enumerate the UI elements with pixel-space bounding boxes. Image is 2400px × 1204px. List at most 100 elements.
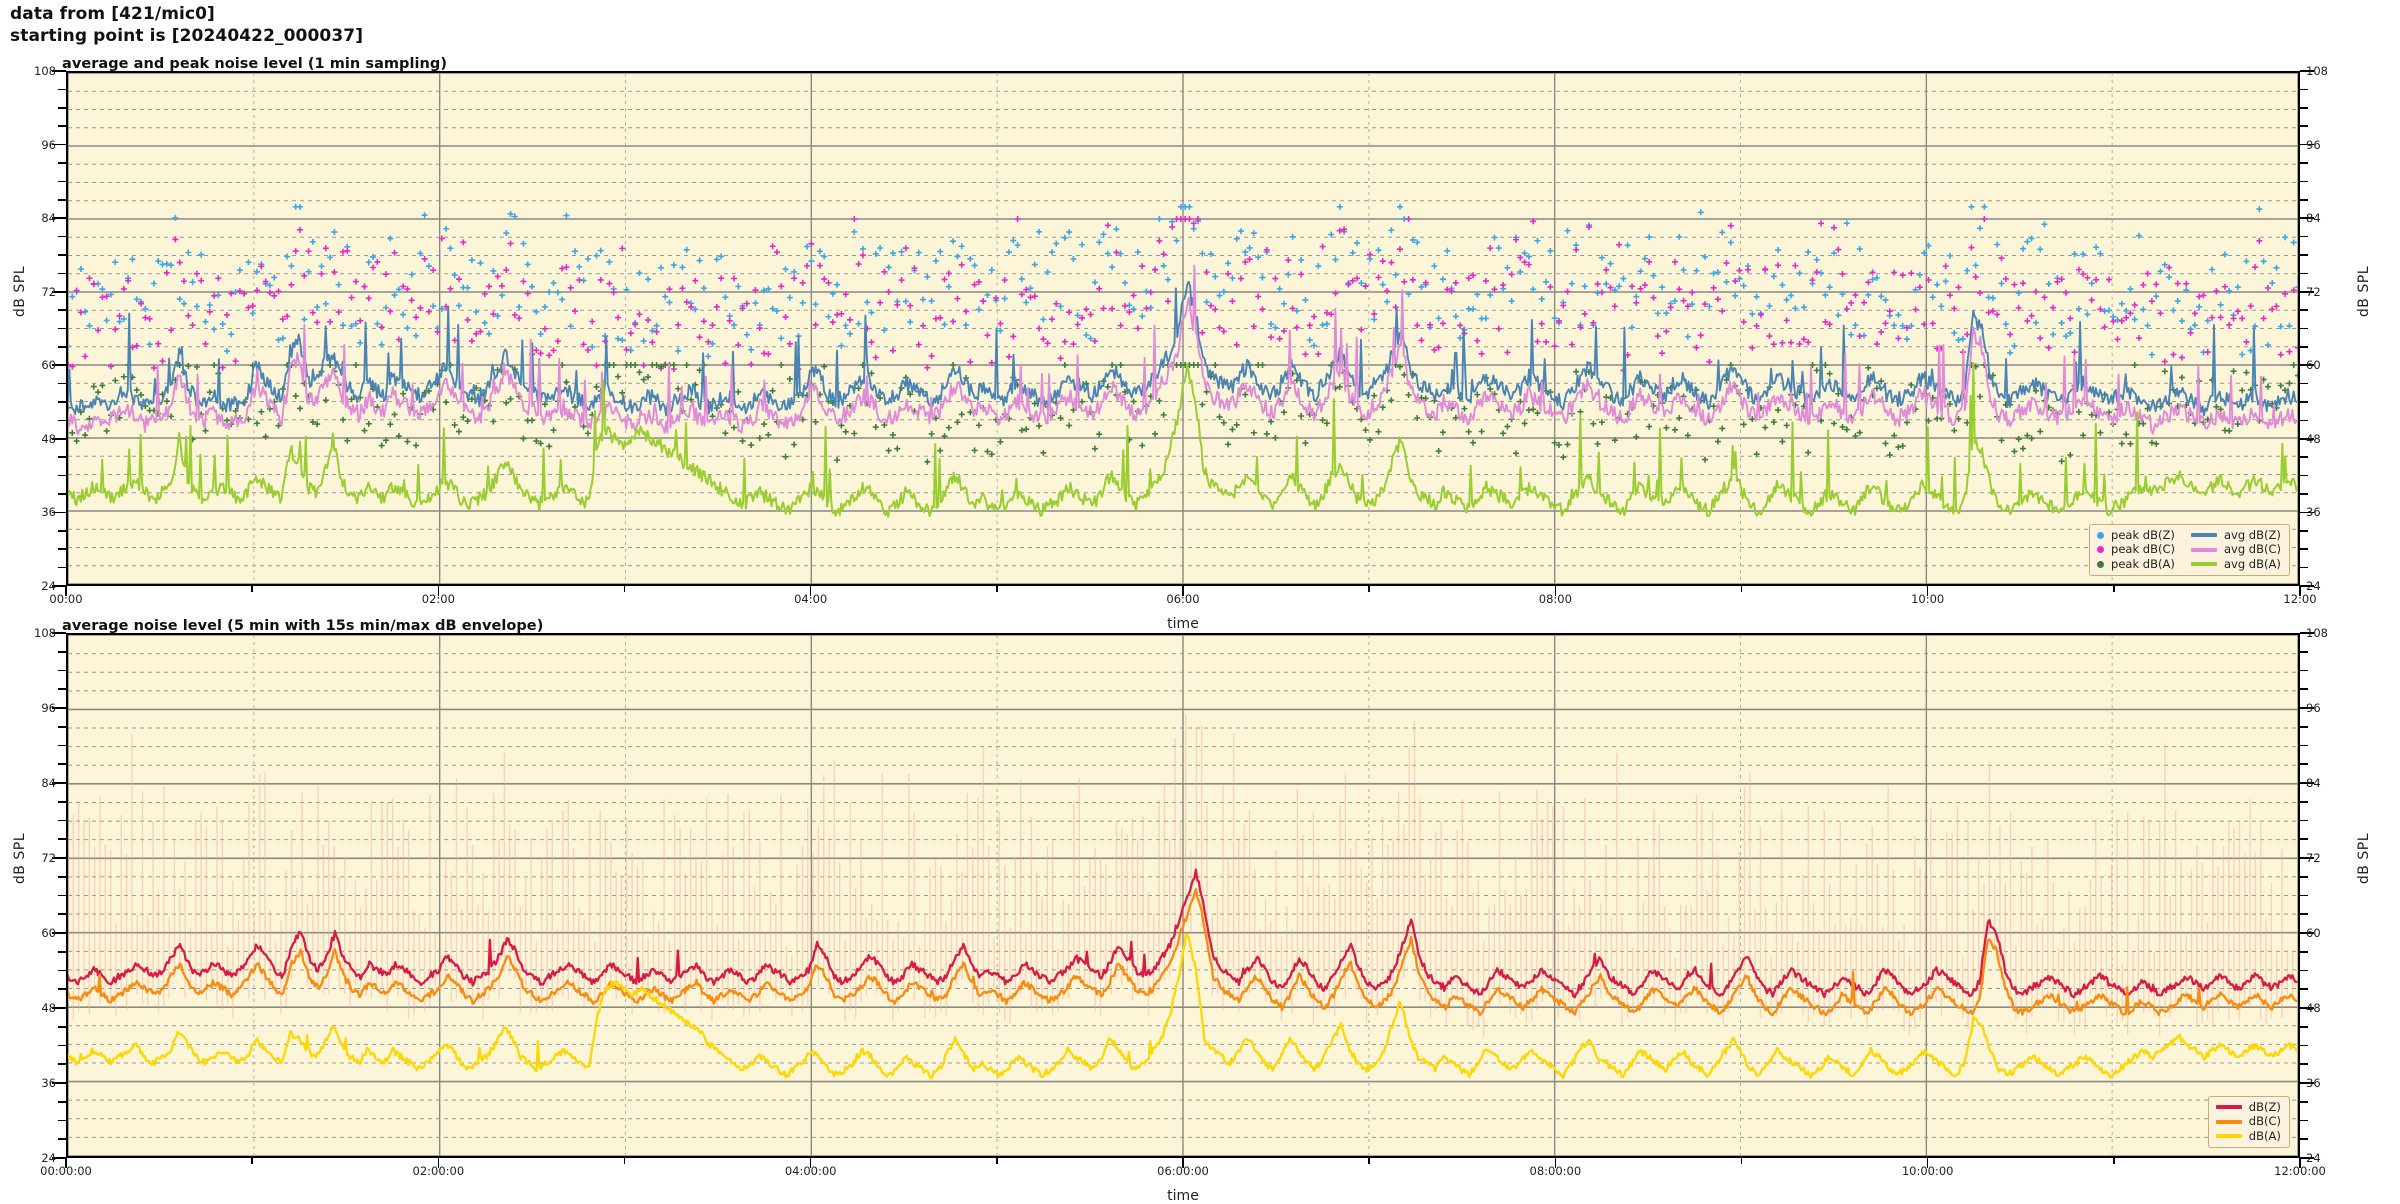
x-tick-label: 06:00	[1166, 592, 1200, 606]
y-tick-label: 24	[41, 579, 56, 593]
y-tick-mark	[58, 272, 66, 275]
x-tick-mark	[437, 1158, 440, 1168]
y-tick-mark	[2300, 272, 2308, 275]
x-tick-label: 10:00	[1911, 592, 1945, 606]
x-tick-mark	[1926, 1158, 1929, 1168]
y-tick-mark	[2300, 782, 2314, 784]
x-tick-mark	[623, 586, 626, 592]
x-tick-label: 00:00	[49, 592, 83, 606]
y-tick-mark	[52, 143, 66, 146]
x-tick-mark	[1740, 586, 1743, 592]
y-tick-mark	[58, 125, 66, 127]
y-tick-mark	[2300, 382, 2308, 385]
legend-item-db-2: dB(A)	[2215, 1128, 2281, 1143]
y-tick-mark	[58, 913, 66, 916]
y-tick-label: 48	[41, 1001, 56, 1015]
x-tick-mark	[2113, 586, 2115, 592]
y-tick-mark	[2300, 327, 2308, 330]
y-tick-mark	[58, 725, 66, 728]
legend-label: peak dB(C)	[2111, 542, 2175, 556]
y-axis-label: dB SPL	[12, 833, 28, 885]
y-tick-mark	[2300, 632, 2314, 634]
y-tick-label: 48	[2306, 1001, 2321, 1015]
x-tick-mark	[1368, 586, 1370, 592]
x-tick-mark	[1740, 1158, 1743, 1164]
y-tick-label: 24	[41, 1151, 56, 1165]
y-tick-mark	[58, 198, 66, 201]
y-tick-mark	[2300, 401, 2308, 403]
y-tick-mark	[58, 1044, 66, 1047]
y-tick-mark	[52, 782, 66, 784]
y-tick-mark	[2300, 1063, 2308, 1066]
y-tick-mark	[58, 988, 66, 991]
y-axis-label: dB SPL	[2356, 833, 2372, 885]
y-tick-mark	[58, 744, 66, 747]
legend-item-avg-1: avg dB(C)	[2190, 542, 2281, 556]
y-tick-mark	[58, 235, 66, 238]
y-tick-mark	[58, 1063, 66, 1066]
y-tick-label: 36	[41, 1076, 56, 1090]
y-tick-mark	[2300, 1025, 2308, 1028]
y-tick-mark	[58, 1119, 66, 1122]
y-tick-label: 72	[41, 284, 56, 299]
y-tick-mark	[2300, 932, 2314, 934]
legend-line-icon	[2190, 533, 2217, 538]
legend-line-icon	[2190, 562, 2217, 567]
x-tick-mark	[65, 1158, 67, 1168]
y-tick-mark	[58, 382, 66, 385]
y-tick-label: 108	[34, 626, 56, 640]
y-tick-label: 108	[2306, 64, 2328, 78]
y-tick-mark	[2300, 456, 2308, 459]
x-tick-mark	[996, 586, 998, 592]
y-tick-mark	[58, 530, 66, 532]
x-tick-mark	[1926, 586, 1929, 596]
y-tick-mark	[52, 70, 66, 72]
y-tick-mark	[2300, 744, 2308, 747]
y-tick-label: 84	[2306, 211, 2321, 226]
y-tick-mark	[2300, 254, 2308, 256]
y-tick-mark	[2300, 707, 2314, 709]
y-tick-mark	[2300, 725, 2308, 728]
y-tick-mark	[58, 180, 66, 183]
x-tick-label: 12:00:00	[2274, 1164, 2326, 1178]
y-tick-mark	[58, 456, 66, 459]
legend-label: dB(A)	[2248, 1128, 2281, 1143]
y-tick-label: 96	[2306, 701, 2321, 715]
y-tick-label: 36	[2306, 1076, 2321, 1090]
legend-item-avg-0: avg dB(Z)	[2190, 529, 2281, 542]
y-tick-mark	[58, 309, 66, 311]
chart1-x-axis-label: time	[1167, 616, 1199, 632]
x-tick-mark	[1182, 586, 1184, 596]
y-tick-mark	[52, 932, 66, 934]
chart-average-envelope: average noise level (5 min with 15s min/…	[0, 618, 2400, 1204]
x-tick-mark	[1554, 1158, 1557, 1168]
x-tick-label: 04:00:00	[784, 1164, 837, 1178]
legend-item-peak-2: peak dB(A)	[2097, 558, 2175, 571]
y-tick-mark	[58, 327, 66, 330]
y-tick-mark	[58, 254, 66, 256]
y-tick-label: 84	[41, 211, 56, 226]
y-tick-mark	[52, 585, 66, 587]
y-tick-mark	[2300, 493, 2308, 495]
y-tick-mark	[2300, 217, 2314, 219]
y-tick-mark	[58, 474, 66, 477]
legend-label: peak dB(Z)	[2111, 527, 2175, 542]
y-tick-mark	[2300, 1044, 2308, 1047]
legend-line-icon	[2215, 1105, 2242, 1110]
y-tick-mark	[52, 1007, 66, 1009]
legend-label: avg dB(C)	[2223, 542, 2281, 556]
y-tick-mark	[52, 707, 66, 709]
y-tick-label: 84	[41, 776, 56, 790]
y-tick-mark	[2300, 70, 2314, 72]
x-tick-label: 10:00:00	[1901, 1164, 1954, 1178]
y-tick-mark	[2300, 180, 2308, 183]
y-tick-mark	[2300, 894, 2308, 897]
y-tick-label: 72	[2306, 284, 2321, 299]
chart2-legend-line-column: dB(Z) dB(C) dB(A)	[2215, 1101, 2281, 1143]
x-tick-mark	[251, 586, 253, 592]
x-tick-label: 04:00	[794, 592, 828, 606]
y-tick-label: 84	[2306, 776, 2321, 790]
chart1-legend-line-column: avg dB(Z) avg dB(C) avg dB(A)	[2190, 529, 2281, 571]
chart1-legend: peak dB(Z) peak dB(C) peak dB(A) avg dB(Z)…	[2089, 523, 2290, 576]
y-tick-mark	[2300, 566, 2308, 569]
